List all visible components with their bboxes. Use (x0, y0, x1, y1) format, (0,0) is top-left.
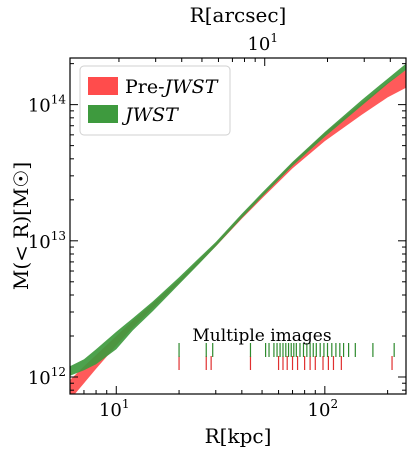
legend-name: JWST (121, 104, 179, 126)
multiple-image-markers (178, 343, 395, 370)
multiple-images-annotation: Multiple images (192, 326, 331, 346)
legend-prefix: Pre- (125, 76, 165, 98)
y-axis-label: M(< R)[M☉] (9, 162, 33, 290)
legend-swatch-pre-jwst (88, 77, 118, 95)
legend-name: JWST (161, 76, 219, 98)
y-tick-label: 1014 (28, 93, 67, 117)
band-jwst (70, 63, 406, 376)
top-tick-label: 101 (247, 31, 278, 55)
y-tick-label: 1013 (28, 229, 66, 253)
top-axis-label: R[arcsec] (190, 3, 287, 27)
confidence-bands (70, 63, 406, 394)
legend-label-pre-jwst: Pre-JWST (125, 76, 219, 98)
tick-labels: 101 102 1012 1013 1014 101 (28, 31, 338, 421)
x-axis-label: R[kpc] (205, 424, 272, 448)
axis-ticks (69, 58, 406, 394)
x-tick-label: 101 (99, 397, 130, 421)
legend-swatch-jwst (88, 105, 118, 123)
legend: Pre-JWST JWST (79, 65, 231, 136)
x-tick-label: 102 (308, 397, 339, 421)
legend-label-jwst: JWST (121, 104, 179, 126)
y-tick-label: 1012 (28, 365, 66, 389)
plot-frame (69, 57, 407, 395)
band-pre-jwst (70, 69, 406, 394)
